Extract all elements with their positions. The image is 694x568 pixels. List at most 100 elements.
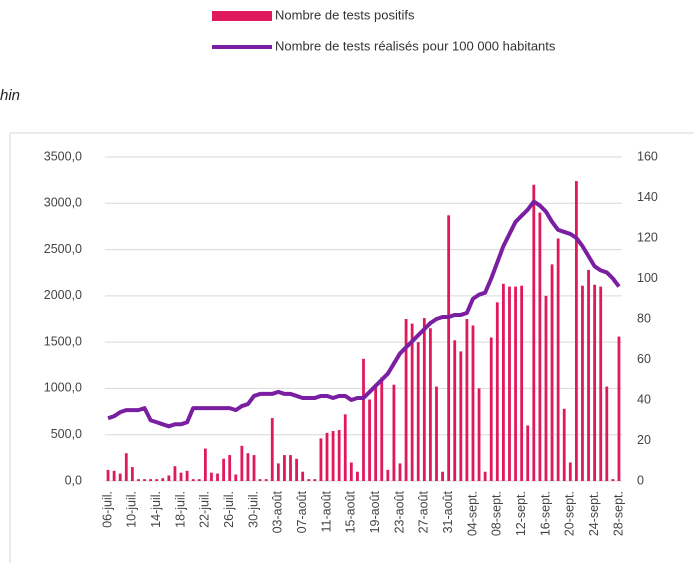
bar [301, 471, 305, 481]
bar [410, 323, 414, 481]
bar [197, 479, 201, 481]
x-tick-label: 04-sept. [465, 491, 479, 536]
y-tick-label: 3500,0 [44, 149, 82, 163]
bar [508, 286, 511, 481]
bar [112, 470, 116, 481]
bar [173, 466, 177, 481]
x-tick-label: 14-juil. [149, 491, 163, 528]
bar [526, 425, 530, 481]
bar [252, 455, 256, 481]
chart-frame [9, 132, 694, 568]
bar [155, 479, 159, 481]
bar [392, 384, 396, 481]
bar [356, 471, 359, 481]
bar [343, 414, 347, 481]
bar [124, 453, 128, 481]
y2-tick-label: 60 [637, 352, 651, 366]
bar [416, 342, 420, 481]
bar [459, 351, 463, 481]
x-tick-label: 28-sept. [611, 491, 625, 536]
bar [349, 462, 353, 481]
bar [514, 286, 517, 481]
bar [191, 479, 195, 481]
bar [216, 473, 219, 481]
y2-tick-label: 20 [637, 433, 651, 447]
bar [404, 319, 408, 481]
y2-tick-label: 100 [637, 271, 658, 285]
bar [270, 418, 274, 481]
x-tick-label: 31-août [441, 490, 455, 533]
y2-tick-label: 140 [637, 190, 658, 204]
bar [611, 479, 615, 481]
y-tick-label: 500,0 [51, 427, 82, 441]
bar [386, 469, 390, 481]
legend-swatch [212, 11, 272, 21]
y2-tick-label: 160 [637, 149, 658, 163]
bar [398, 463, 402, 481]
bar [380, 377, 384, 481]
x-tick-label: 16-sept. [538, 491, 552, 536]
bar [471, 325, 475, 481]
bar [501, 283, 505, 481]
bar [593, 284, 597, 481]
bar [605, 386, 609, 481]
bar [307, 479, 311, 481]
bar [185, 470, 189, 481]
bar [422, 318, 426, 481]
bar [240, 445, 244, 481]
bar [143, 479, 146, 481]
bar [544, 295, 548, 481]
bar [179, 472, 183, 481]
bar [483, 471, 487, 481]
bar [374, 386, 378, 481]
y2-tick-label: 120 [637, 230, 658, 244]
x-tick-label: 11-août [319, 490, 333, 532]
bar [429, 328, 432, 481]
bar [362, 358, 365, 481]
bar [520, 285, 524, 481]
bar [203, 448, 207, 481]
legend-label: Nombre de tests positifs [275, 7, 415, 22]
bar [228, 455, 232, 481]
bar [550, 264, 554, 481]
bar [258, 479, 262, 481]
bar [337, 430, 341, 481]
bar [574, 181, 578, 481]
y-tick-label: 1000,0 [44, 381, 82, 395]
bar [477, 388, 481, 481]
y-tick-label: 0,0 [65, 473, 82, 487]
x-tick-label: 20-sept. [563, 491, 577, 536]
x-tick-label: 10-juil. [125, 491, 139, 528]
bar [246, 453, 250, 481]
bar [368, 399, 371, 481]
bar [319, 438, 323, 481]
bar [130, 467, 134, 481]
bar [313, 479, 317, 481]
bar [325, 432, 329, 481]
bar [149, 479, 153, 481]
bar [538, 212, 542, 482]
x-tick-label: 30-juil. [246, 491, 260, 528]
bar [210, 472, 213, 481]
bar [137, 479, 140, 481]
bar [599, 286, 603, 481]
bar [264, 479, 268, 481]
x-tick-label: 07-août [295, 490, 309, 533]
bar [587, 269, 590, 481]
bar [222, 458, 226, 481]
bar [568, 462, 572, 481]
y2-tick-label: 40 [637, 392, 651, 406]
line [107, 199, 621, 429]
bar [283, 455, 286, 481]
x-tick-label: 22-juil. [198, 491, 212, 528]
bar [331, 431, 335, 481]
bar [562, 408, 566, 481]
bar [532, 184, 536, 481]
x-tick-label: 06-juil. [100, 491, 114, 528]
bar [447, 215, 451, 481]
x-tick-label: 15-août [344, 490, 358, 533]
y2-tick-label: 0 [637, 473, 644, 487]
bar [441, 471, 444, 481]
x-tick-label: 03-août [271, 490, 285, 533]
